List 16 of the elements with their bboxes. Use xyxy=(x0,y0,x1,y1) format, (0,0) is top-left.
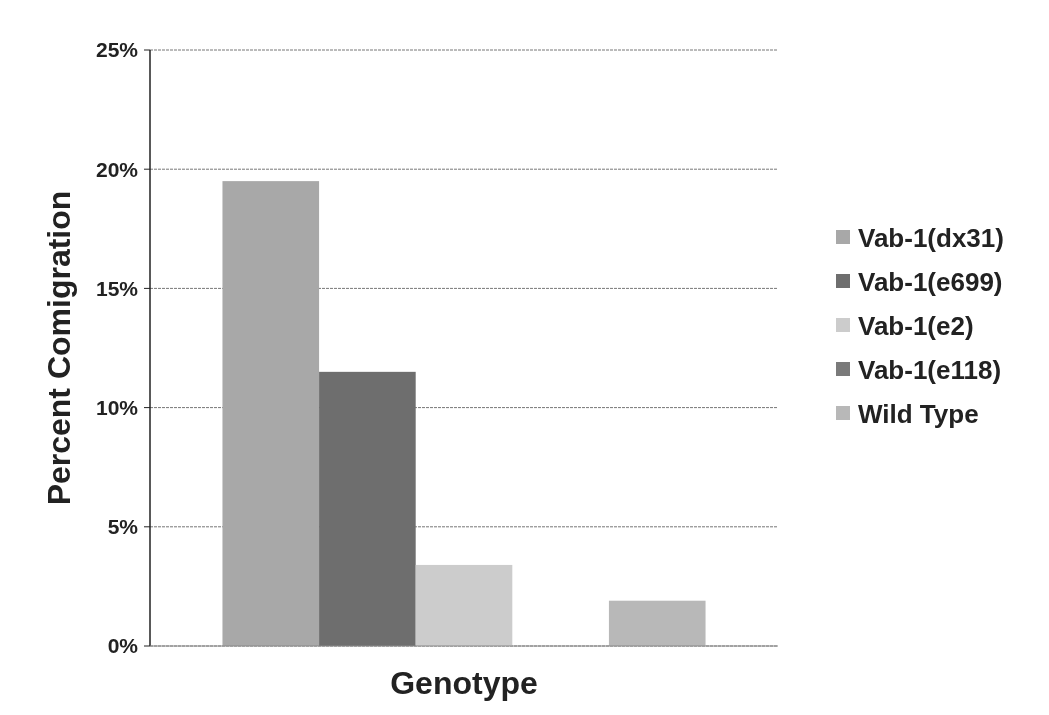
legend-label: Wild Type xyxy=(858,399,979,430)
x-axis-title: Genotype xyxy=(390,665,538,701)
y-tick-label: 25% xyxy=(95,38,139,62)
bar xyxy=(222,181,320,646)
y-tick-label: 0% xyxy=(107,634,139,658)
legend-label: Vab-1(e699) xyxy=(858,267,1003,298)
bar xyxy=(608,600,706,646)
y-tick-label: 5% xyxy=(107,515,139,539)
legend-label: Vab-1(dx31) xyxy=(858,223,1004,254)
legend-label: Vab-1(e118) xyxy=(858,355,1002,386)
y-axis-title: Percent Comigration xyxy=(41,190,77,506)
y-tick-label: 15% xyxy=(95,276,139,300)
bar xyxy=(415,564,513,646)
y-tick-label: 20% xyxy=(95,157,139,181)
y-tick-label: 10% xyxy=(95,395,139,419)
legend-label: Vab-1(e2) xyxy=(858,311,974,342)
